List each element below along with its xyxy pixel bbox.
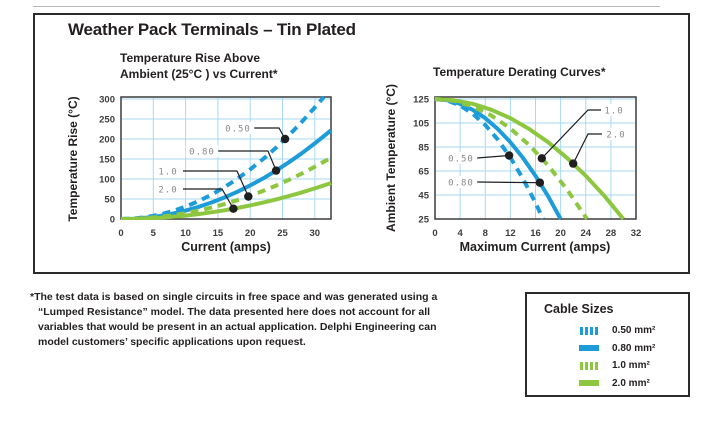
curve-marker-dot [280, 134, 290, 144]
plot-frame [120, 96, 332, 220]
right-chart-x-axis-label: Maximum Current (amps) [459, 240, 611, 254]
x-tick-label: 20 [555, 228, 566, 239]
callout-line [183, 188, 234, 210]
x-tick-label: 20 [245, 228, 256, 239]
cable-size-item: 0.50 mm² [527, 322, 688, 340]
x-tick-label: 32 [631, 228, 642, 239]
x-tick-label: 8 [483, 228, 488, 239]
callout-line [476, 154, 510, 159]
series-label: 0.80 [189, 148, 215, 158]
y-tick-label: 50 [104, 195, 115, 206]
y-tick-label: 65 [418, 167, 429, 178]
y-tick-label: 150 [99, 155, 115, 166]
series-label-background [185, 145, 219, 157]
x-tick-label: 0 [118, 228, 123, 239]
cable-sizes-legend: Cable Sizes 0.50 mm² 0.80 mm² 1.0 mm² 2.0 m… [525, 292, 690, 397]
y-tick-label: 100 [99, 175, 115, 186]
series-label-background [444, 176, 478, 188]
series-label: 0.50 [225, 125, 251, 135]
series-label-background [221, 122, 255, 134]
y-tick-label: 105 [413, 119, 430, 130]
callout-line [476, 181, 540, 184]
series-label-background [155, 165, 181, 177]
curve-marker-dot [244, 192, 253, 201]
cable-sizes-items: 0.50 mm² 0.80 mm² 1.0 mm² 2.0 mm² [527, 322, 688, 392]
curve-marker-dot [271, 166, 281, 175]
x-tick-label: 10 [180, 228, 191, 239]
x-tick-label: 5 [151, 228, 157, 239]
x-tick-label: 0 [432, 228, 437, 239]
left-chart-title: Temperature Rise Above Ambient (25°C ) v… [120, 51, 278, 81]
dashed-line-swatch [579, 361, 599, 370]
series-label: 2.0 [158, 186, 177, 196]
cable-size-item: 2.0 mm² [527, 375, 688, 393]
y-tick-label: 0 [110, 215, 115, 226]
x-tick-label: 30 [310, 228, 321, 239]
x-tick-label: 4 [457, 228, 463, 239]
page-title: Weather Pack Terminals – Tin Plated [68, 20, 356, 39]
series-label-background [155, 183, 181, 195]
series-label-background [444, 152, 478, 164]
series-label: 0.80 [448, 179, 474, 189]
cable-size-label: 1.0 mm² [612, 360, 650, 372]
y-tick-label: 250 [99, 115, 115, 126]
y-tick-label: 125 [413, 95, 430, 106]
callout-line [253, 127, 286, 140]
curve-marker-dot [537, 154, 546, 163]
y-tick-label: 300 [99, 95, 115, 106]
y-tick-label: 45 [418, 191, 429, 202]
page-top-rule [33, 6, 660, 7]
solid-line-swatch [579, 345, 599, 352]
x-tick-label: 28 [606, 228, 617, 239]
callout-line [572, 133, 602, 164]
curve-1.0-mm2 [434, 97, 589, 220]
series-label: 2.0 [606, 131, 625, 141]
curve-marker-dot [504, 151, 514, 160]
x-tick-label: 25 [277, 228, 288, 239]
series-label: 1.0 [604, 107, 623, 117]
curve-2.0-mm2 [120, 181, 332, 220]
cable-size-label: 2.0 mm² [612, 377, 650, 389]
callout-line [541, 109, 601, 159]
x-tick-label: 16 [530, 228, 541, 239]
charts-panel: Weather Pack Terminals – Tin Plated [33, 13, 690, 274]
x-tick-label: 24 [581, 228, 592, 239]
curve-2.0-mm2 [434, 97, 625, 220]
cable-size-label: 0.50 mm² [612, 325, 656, 337]
plot-frame [434, 96, 637, 220]
x-tick-label: 15 [213, 228, 224, 239]
cable-size-label: 0.80 mm² [612, 342, 656, 354]
left-chart-x-axis-label: Current (amps) [181, 240, 271, 254]
y-tick-label: 200 [99, 135, 115, 146]
dashed-line-swatch [579, 326, 599, 335]
curve-marker-dot [569, 159, 578, 168]
curve-marker-dot [535, 178, 545, 187]
footnote: *The test data is based on single circui… [30, 291, 438, 348]
y-tick-label: 25 [418, 215, 429, 226]
solid-line-swatch [579, 380, 599, 387]
cable-size-item: 1.0 mm² [527, 357, 688, 375]
curve-marker-dot [229, 204, 238, 213]
series-label-background [601, 104, 627, 116]
callout-line [183, 170, 249, 197]
y-tick-label: 85 [418, 143, 429, 154]
right-chart-title: Temperature Derating Curves* [433, 65, 606, 79]
cable-sizes-title: Cable Sizes [544, 302, 614, 316]
series-label: 1.0 [158, 168, 177, 178]
x-tick-label: 12 [505, 228, 516, 239]
series-label: 0.50 [448, 155, 474, 165]
callout-line [218, 150, 277, 171]
series-label-background [603, 128, 629, 140]
cable-size-item: 0.80 mm² [527, 340, 688, 358]
